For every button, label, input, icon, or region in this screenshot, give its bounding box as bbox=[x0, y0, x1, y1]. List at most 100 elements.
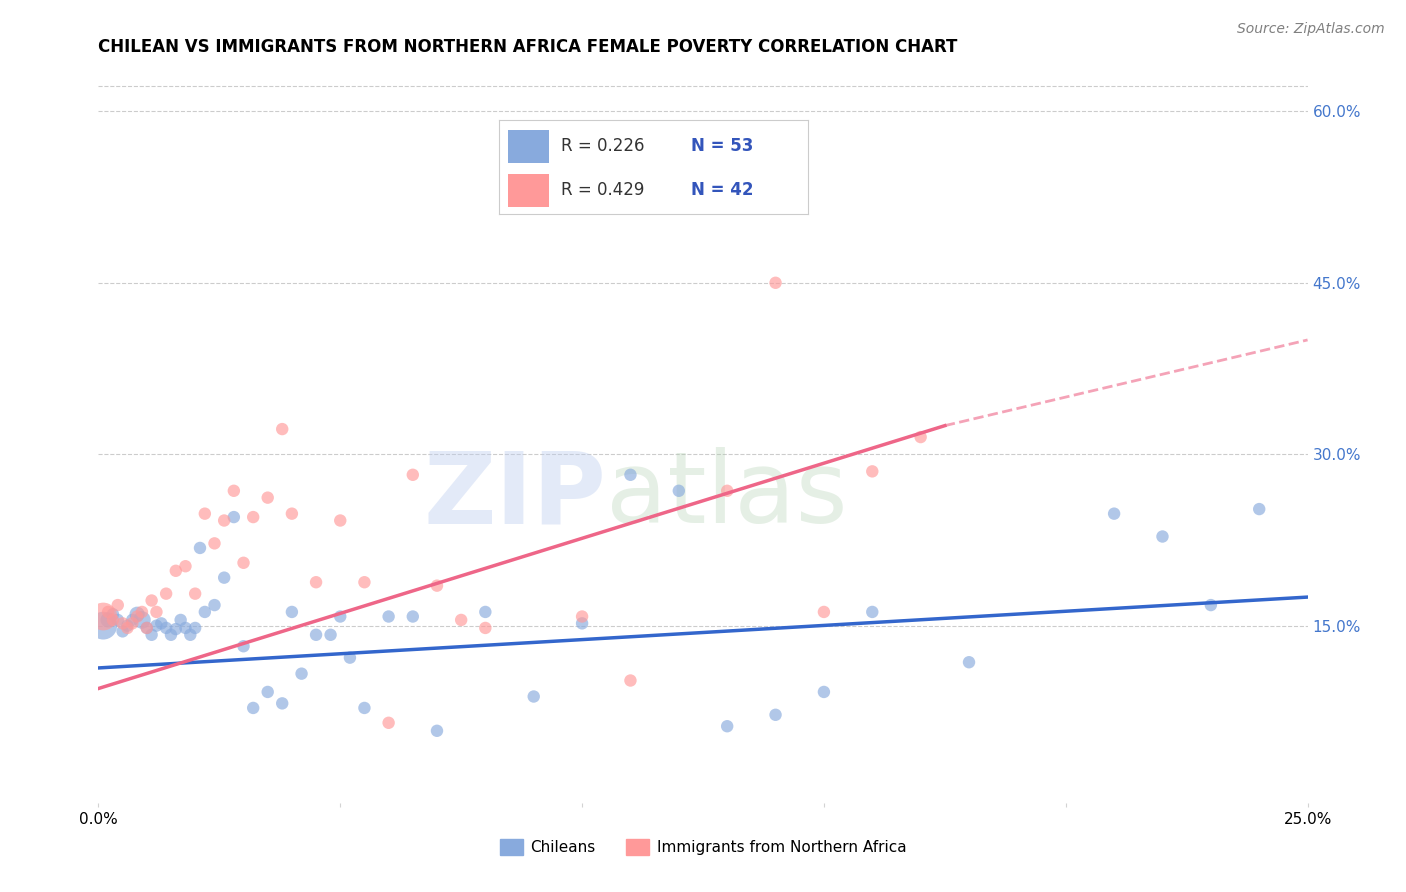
Point bbox=[145, 618, 167, 632]
Point bbox=[957, 655, 980, 669]
Text: R = 0.429: R = 0.429 bbox=[561, 181, 644, 199]
Point bbox=[174, 621, 197, 635]
Text: R = 0.226: R = 0.226 bbox=[561, 136, 644, 154]
Point bbox=[145, 605, 167, 619]
Point bbox=[174, 559, 197, 574]
Point bbox=[212, 571, 235, 585]
Legend: Chileans, Immigrants from Northern Africa: Chileans, Immigrants from Northern Afric… bbox=[494, 833, 912, 861]
Point bbox=[91, 609, 114, 624]
Text: N = 53: N = 53 bbox=[690, 136, 754, 154]
Point bbox=[910, 430, 932, 444]
Bar bbox=[509, 129, 548, 162]
Point bbox=[165, 622, 187, 636]
Point bbox=[329, 514, 352, 528]
Point bbox=[117, 618, 139, 632]
Point bbox=[222, 483, 245, 498]
Point bbox=[1102, 507, 1125, 521]
Point bbox=[305, 628, 328, 642]
Point bbox=[127, 607, 149, 622]
Point bbox=[150, 616, 173, 631]
Point bbox=[101, 613, 124, 627]
Point bbox=[765, 276, 787, 290]
Point bbox=[117, 621, 139, 635]
Point bbox=[242, 701, 264, 715]
Point bbox=[339, 650, 361, 665]
Point bbox=[716, 719, 738, 733]
Text: N = 42: N = 42 bbox=[690, 181, 754, 199]
Point bbox=[204, 598, 226, 612]
Point bbox=[402, 609, 425, 624]
Point bbox=[1249, 502, 1271, 516]
Point bbox=[474, 621, 496, 635]
Point bbox=[305, 575, 328, 590]
Point bbox=[155, 621, 177, 635]
Point bbox=[107, 613, 129, 627]
Text: atlas: atlas bbox=[606, 447, 848, 544]
Point bbox=[165, 564, 187, 578]
Point bbox=[222, 510, 245, 524]
Point bbox=[1199, 598, 1222, 612]
Point bbox=[329, 609, 352, 624]
Point bbox=[450, 613, 472, 627]
Point bbox=[402, 467, 425, 482]
Point bbox=[91, 618, 114, 632]
Point bbox=[121, 616, 143, 631]
Point bbox=[426, 723, 449, 738]
Point bbox=[204, 536, 226, 550]
Point bbox=[141, 628, 163, 642]
Point bbox=[232, 639, 254, 653]
Point bbox=[281, 605, 304, 619]
Point bbox=[271, 422, 294, 436]
Point bbox=[377, 609, 399, 624]
Point bbox=[194, 507, 217, 521]
Point bbox=[97, 605, 120, 619]
Text: Source: ZipAtlas.com: Source: ZipAtlas.com bbox=[1237, 22, 1385, 37]
Point bbox=[184, 621, 207, 635]
Point bbox=[127, 609, 149, 624]
Point bbox=[160, 628, 183, 642]
Point bbox=[111, 616, 134, 631]
Point bbox=[765, 707, 787, 722]
Point bbox=[135, 621, 157, 635]
Point bbox=[668, 167, 690, 181]
Point bbox=[97, 613, 120, 627]
Point bbox=[179, 628, 201, 642]
Point bbox=[571, 616, 593, 631]
Point bbox=[353, 701, 375, 715]
Point bbox=[619, 673, 641, 688]
Point bbox=[813, 685, 835, 699]
Point bbox=[212, 514, 235, 528]
Point bbox=[523, 195, 546, 210]
Point bbox=[135, 621, 157, 635]
Point bbox=[169, 613, 191, 627]
Point bbox=[131, 605, 153, 619]
Point bbox=[290, 666, 312, 681]
Point bbox=[155, 587, 177, 601]
Point bbox=[194, 605, 217, 619]
Bar bbox=[509, 174, 548, 207]
Point bbox=[232, 556, 254, 570]
Point bbox=[101, 607, 124, 622]
Point bbox=[242, 510, 264, 524]
Point bbox=[184, 587, 207, 601]
Point bbox=[121, 613, 143, 627]
Point bbox=[813, 605, 835, 619]
Point bbox=[860, 605, 883, 619]
Point bbox=[571, 609, 593, 624]
Point bbox=[619, 467, 641, 482]
Point bbox=[523, 690, 546, 704]
Point bbox=[107, 598, 129, 612]
Point bbox=[271, 697, 294, 711]
Point bbox=[188, 541, 211, 555]
Point bbox=[860, 464, 883, 478]
Point bbox=[716, 483, 738, 498]
Point bbox=[281, 507, 304, 521]
Point bbox=[426, 579, 449, 593]
Point bbox=[319, 628, 342, 642]
Point bbox=[377, 715, 399, 730]
Point bbox=[256, 491, 278, 505]
Point bbox=[256, 685, 278, 699]
Point bbox=[111, 624, 134, 639]
Point bbox=[131, 613, 153, 627]
Point bbox=[141, 593, 163, 607]
